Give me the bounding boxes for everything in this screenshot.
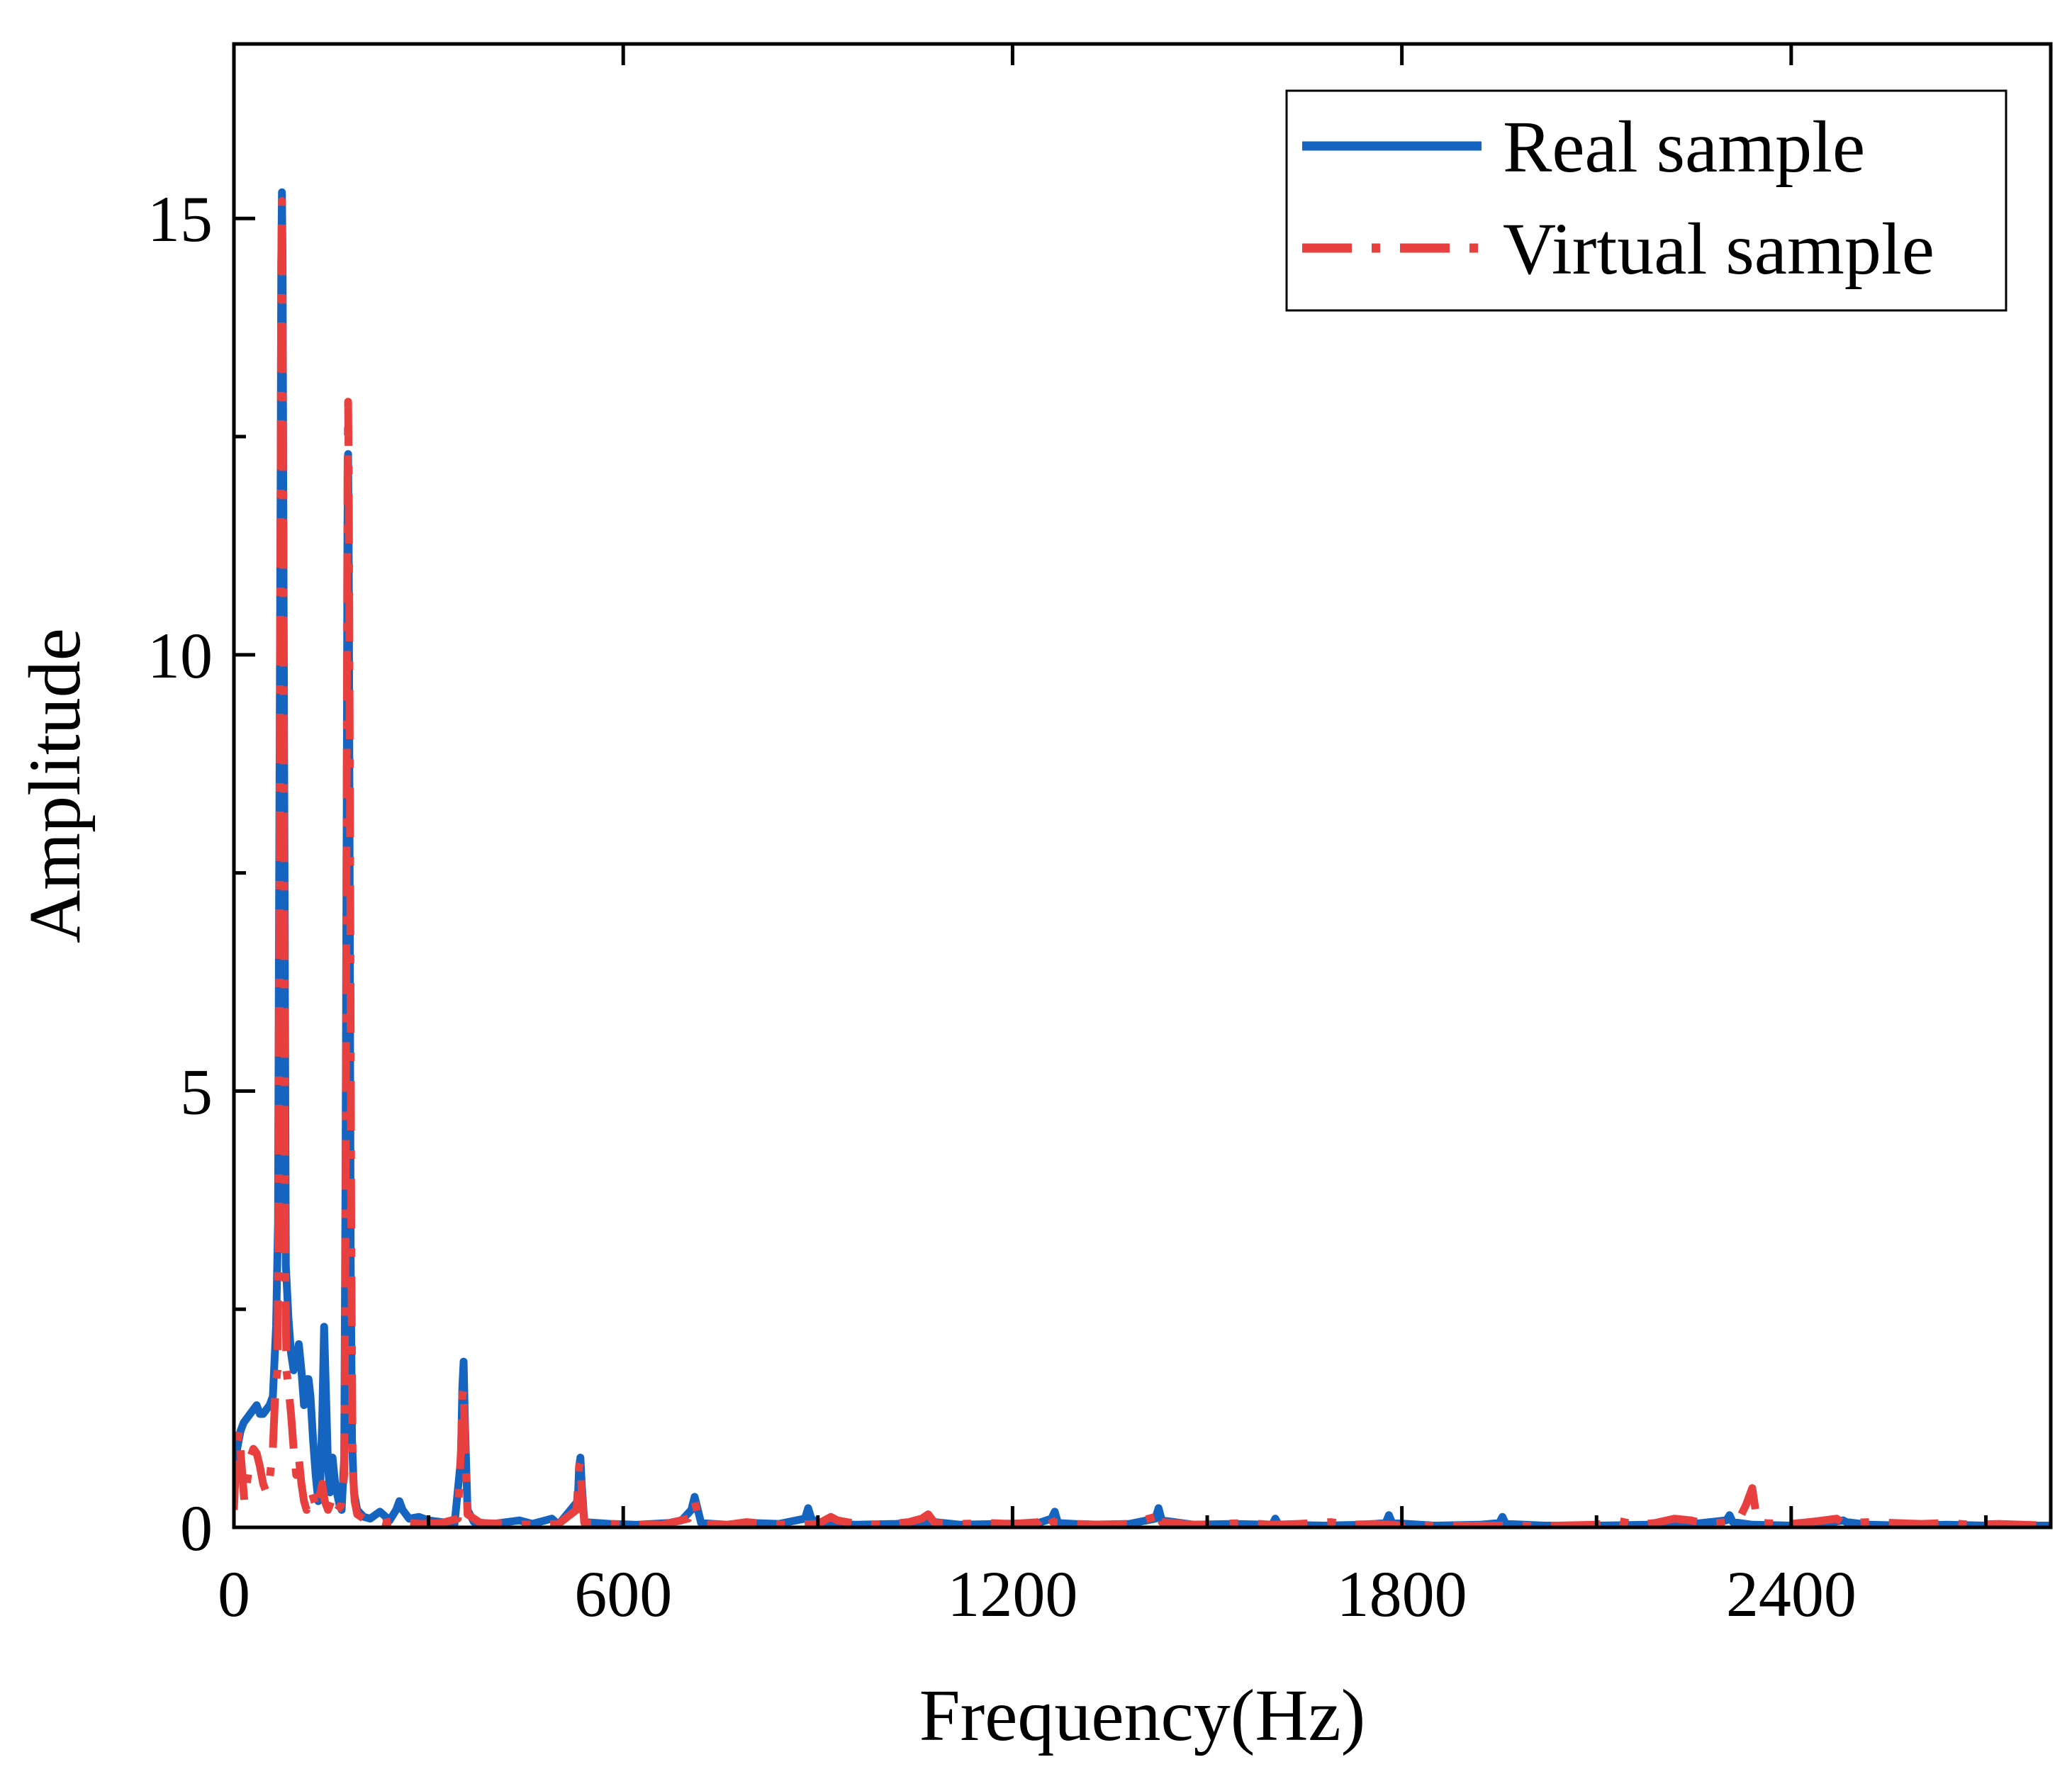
series-line-virtual-sample xyxy=(234,197,2051,1527)
y-tick-label: 5 xyxy=(180,1055,213,1128)
x-tick-label: 2400 xyxy=(1726,1558,1857,1630)
y-tick-label: 15 xyxy=(147,183,213,255)
series-layer xyxy=(234,188,2051,1527)
y-tick-label: 0 xyxy=(180,1492,213,1564)
x-axis-title: Frequency(Hz) xyxy=(919,1675,1365,1756)
x-tick-label: 1200 xyxy=(947,1558,1077,1630)
series-line-real-sample xyxy=(234,188,2051,1527)
x-tick-label: 600 xyxy=(574,1558,672,1630)
y-axis-title: Amplitude xyxy=(14,628,96,943)
x-tick-label: 1800 xyxy=(1337,1558,1467,1630)
axis-layer: 0 600 1200 1800 2400 0 5 10 15 xyxy=(147,44,1988,1630)
legend: Real sample Virtual sample xyxy=(1285,89,2007,312)
legend-label-virtual-sample: Virtual sample xyxy=(1503,208,1934,290)
legend-label-real-sample: Real sample xyxy=(1503,106,1865,188)
y-tick-label: 10 xyxy=(147,619,213,692)
x-tick-label: 0 xyxy=(218,1558,250,1630)
plot-frame xyxy=(232,42,2053,1529)
legend-box xyxy=(1285,89,2007,312)
series-group xyxy=(234,188,2051,1527)
